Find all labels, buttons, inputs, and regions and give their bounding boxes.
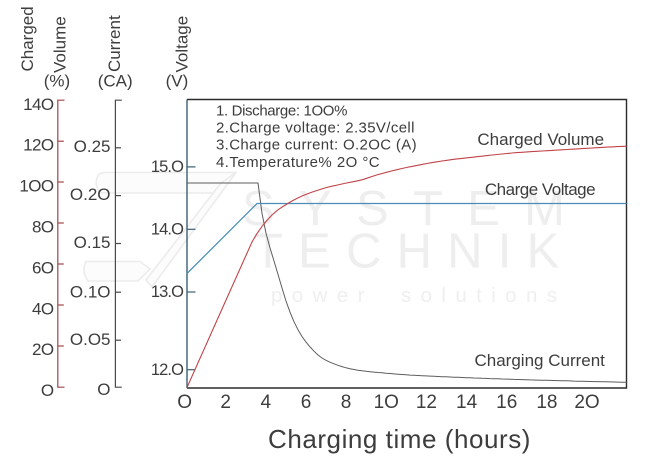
- svg-text:3.Charge current: O.2OC (A): 3.Charge current: O.2OC (A): [216, 137, 417, 154]
- svg-text:6O: 6O: [32, 259, 54, 278]
- svg-text:O.1O: O.1O: [70, 283, 111, 302]
- svg-text:O.25: O.25: [74, 137, 111, 156]
- svg-text:Current: Current: [105, 15, 124, 72]
- svg-text:4O: 4O: [32, 300, 54, 319]
- svg-text:12.O: 12.O: [151, 361, 184, 379]
- svg-text:18: 18: [536, 392, 557, 413]
- svg-text:15.O: 15.O: [151, 158, 184, 176]
- svg-text:13.O: 13.O: [151, 283, 184, 301]
- svg-text:Charging time (hours): Charging time (hours): [268, 424, 531, 454]
- svg-text:Voltage: Voltage: [173, 16, 192, 73]
- svg-text:O.15: O.15: [74, 233, 111, 252]
- svg-text:8O: 8O: [32, 218, 54, 237]
- svg-text:14O: 14O: [23, 95, 54, 114]
- svg-text:Charged Volume: Charged Volume: [477, 130, 604, 149]
- svg-text:1OO: 1OO: [19, 177, 53, 196]
- svg-text:8: 8: [341, 392, 352, 413]
- svg-text:4.Temperature% 2O °C: 4.Temperature% 2O °C: [216, 154, 380, 171]
- svg-text:O: O: [97, 380, 110, 399]
- svg-text:1. Discharge: 1OO%: 1. Discharge: 1OO%: [216, 102, 347, 119]
- svg-text:(V): (V): [166, 72, 189, 91]
- svg-text:O: O: [41, 381, 54, 400]
- svg-text:Charged: Charged: [18, 6, 37, 71]
- svg-text:TECHNIK: TECHNIK: [253, 225, 574, 279]
- svg-text:Volume: Volume: [51, 16, 70, 73]
- svg-text:1O: 1O: [374, 392, 399, 413]
- svg-text:14.O: 14.O: [151, 221, 184, 239]
- svg-text:O.2O: O.2O: [70, 185, 111, 204]
- svg-text:14: 14: [456, 392, 478, 413]
- svg-text:12: 12: [416, 392, 437, 413]
- svg-text:4: 4: [261, 392, 272, 413]
- svg-text:16: 16: [496, 392, 517, 413]
- svg-text:O.O5: O.O5: [70, 330, 111, 349]
- svg-text:O: O: [177, 392, 192, 413]
- svg-text:2.Charge voltage: 2.35V/cell: 2.Charge voltage: 2.35V/cell: [216, 120, 415, 137]
- svg-text:6: 6: [301, 392, 312, 413]
- svg-text:2O: 2O: [32, 340, 54, 359]
- svg-text:Charge Voltage: Charge Voltage: [485, 180, 595, 199]
- svg-text:(%): (%): [44, 72, 70, 91]
- svg-text:2: 2: [220, 392, 231, 413]
- svg-text:2O: 2O: [574, 392, 599, 413]
- svg-text:(CA): (CA): [98, 72, 133, 91]
- svg-text:SYSTEM: SYSTEM: [242, 182, 589, 236]
- svg-text:12O: 12O: [23, 136, 54, 155]
- svg-text:power solutions: power solutions: [271, 284, 566, 307]
- svg-text:Charging Current: Charging Current: [475, 351, 606, 370]
